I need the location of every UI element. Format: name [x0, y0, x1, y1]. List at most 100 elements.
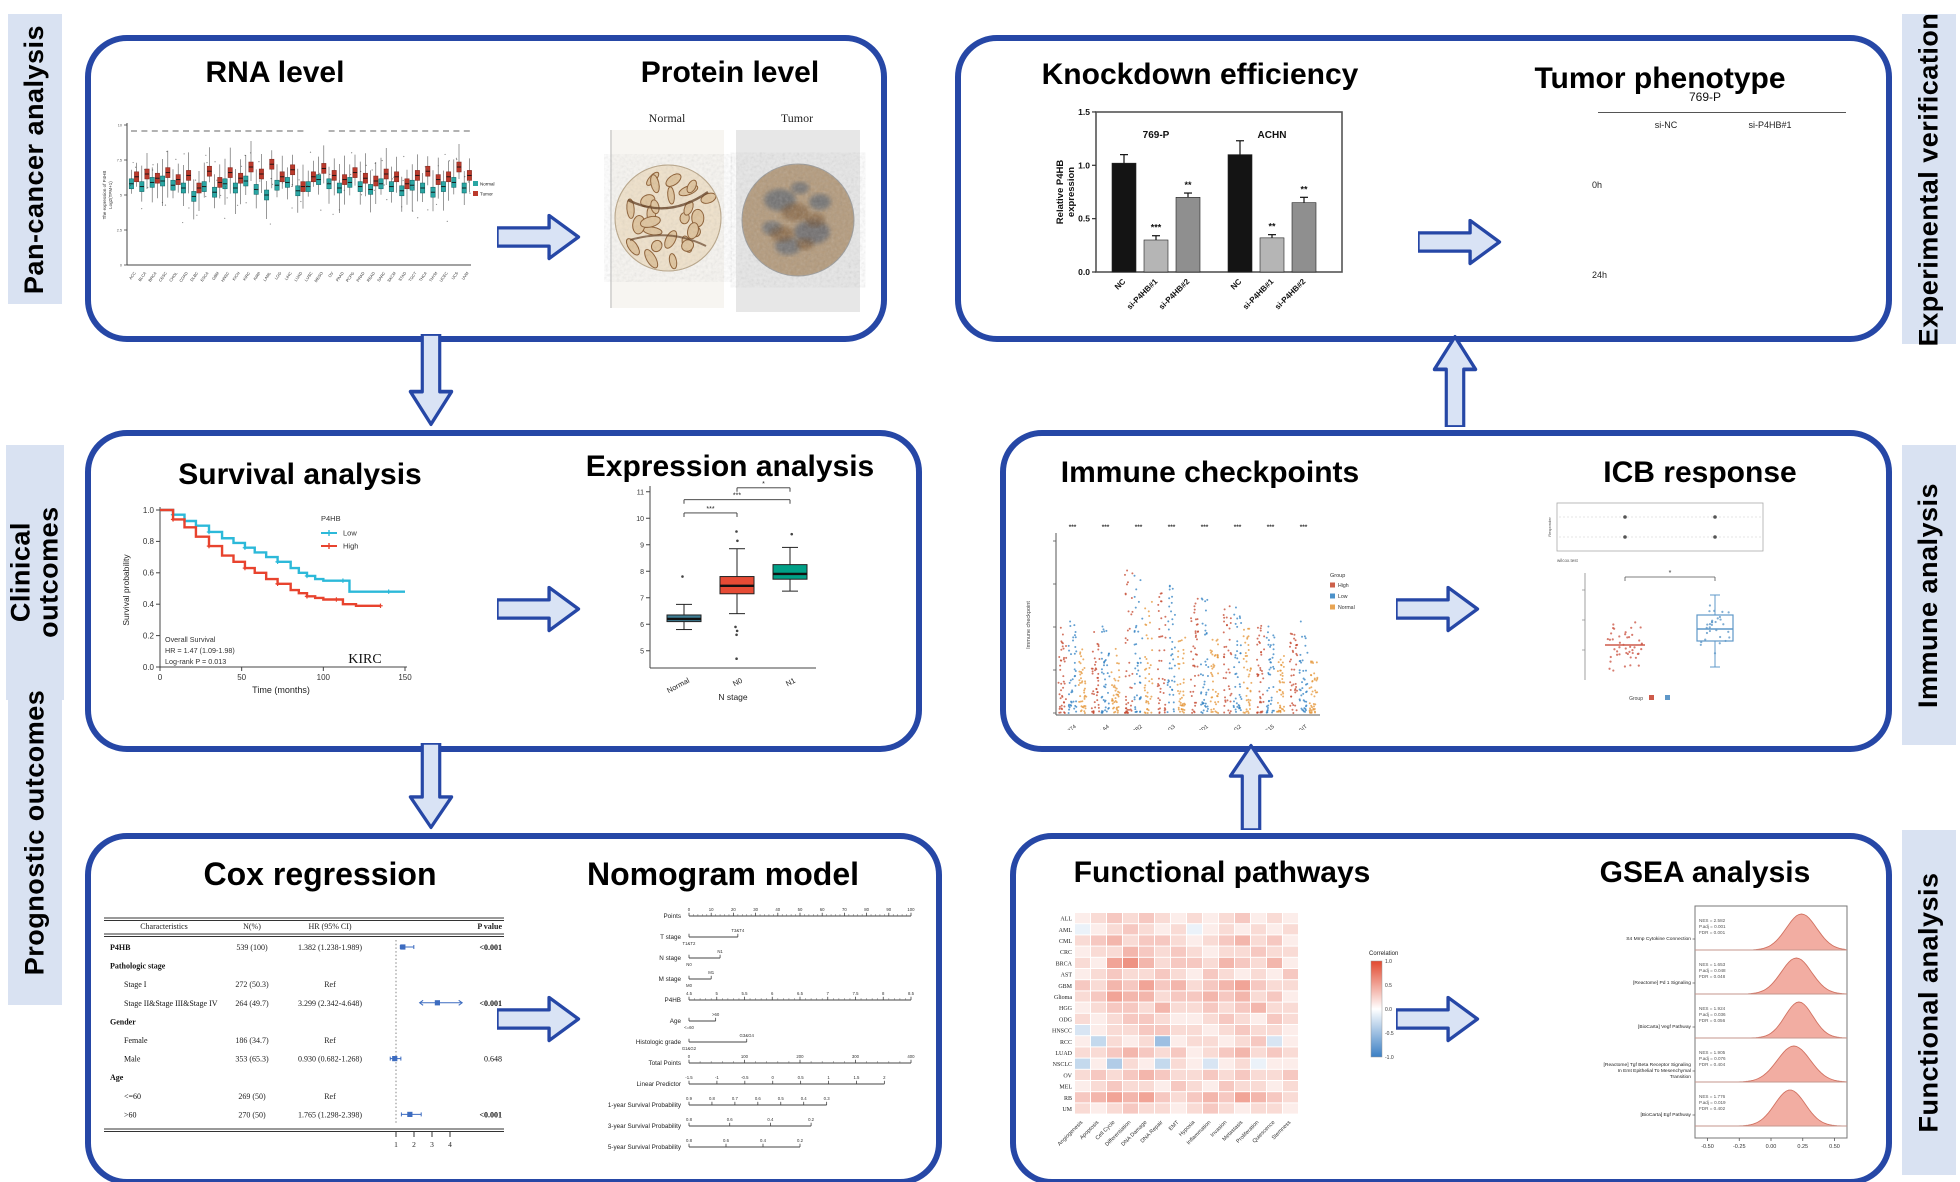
svg-text:*: * — [1669, 570, 1672, 577]
svg-text:P4HB: P4HB — [110, 943, 131, 952]
svg-text:100: 100 — [741, 1054, 749, 1059]
svg-text:7: 7 — [827, 991, 830, 996]
svg-text:ESCA: ESCA — [199, 270, 210, 282]
svg-text:0.2: 0.2 — [808, 1117, 815, 1122]
svg-text:7: 7 — [640, 595, 644, 602]
svg-text:1: 1 — [827, 1075, 830, 1080]
arrow-immune-to-experimental — [1432, 334, 1478, 429]
wound-row-label: 24h — [1592, 270, 1608, 280]
svg-text:-1.0: -1.0 — [1385, 1055, 1394, 1061]
svg-text:LIHC: LIHC — [283, 271, 292, 281]
svg-text:Relative P4HB: Relative P4HB — [1055, 160, 1066, 225]
svg-text:PRAD: PRAD — [355, 271, 366, 283]
svg-text:Tumor: Tumor — [480, 192, 493, 197]
svg-text:UCS: UCS — [450, 270, 459, 280]
svg-text:ACC: ACC — [128, 271, 137, 281]
svg-text:High: High — [343, 542, 358, 551]
svg-text:Transition: Transition — [1670, 1074, 1692, 1080]
svg-text:KIRC: KIRC — [348, 652, 381, 667]
svg-text:PCPG: PCPG — [345, 271, 356, 283]
sidebar-label-immune-analysis: Immune analysis — [1902, 445, 1956, 745]
svg-text:SARC: SARC — [376, 271, 387, 283]
svg-text:LUSC: LUSC — [303, 271, 313, 283]
svg-text:353 (65.3): 353 (65.3) — [235, 1055, 269, 1064]
svg-text:0.5: 0.5 — [778, 1096, 785, 1101]
title-survival-analysis: Survival analysis — [178, 458, 422, 491]
svg-text:KIRC: KIRC — [242, 271, 252, 282]
svg-text:PDCD1: PDCD1 — [1192, 724, 1210, 730]
svg-text:Normal: Normal — [665, 676, 691, 695]
svg-text:THCA: THCA — [418, 270, 429, 282]
svg-text:50: 50 — [798, 907, 803, 912]
svg-text:Stage I: Stage I — [124, 980, 147, 989]
svg-text:6: 6 — [640, 622, 644, 629]
svg-text:0: 0 — [688, 907, 691, 912]
knockdown-bar-chart: 0.0 0.5 1.0 1.5 Relative P4HB expression 769-P… — [1055, 107, 1343, 312]
svg-text:**: ** — [1268, 222, 1276, 232]
svg-text:si-P4HB#2: si-P4HB#2 — [1157, 277, 1192, 312]
svg-text:Immune checkpoint: Immune checkpoint — [1026, 601, 1032, 649]
svg-text:M stage: M stage — [659, 976, 682, 983]
svg-text:Normal: Normal — [1338, 605, 1355, 611]
svg-text:P4HB: P4HB — [665, 997, 681, 1004]
svg-text:N0: N0 — [731, 676, 744, 688]
svg-text:HR = 1.47 (1.09-1.98): HR = 1.47 (1.09-1.98) — [165, 646, 235, 655]
svg-text:wilcox.test: wilcox.test — [1557, 558, 1579, 563]
svg-text:CTLA4: CTLA4 — [1094, 724, 1111, 730]
svg-text:Ref: Ref — [324, 1036, 336, 1045]
svg-text:P.adj = 0.019: P.adj = 0.019 — [1699, 1100, 1726, 1105]
svg-text:0.0: 0.0 — [143, 663, 155, 672]
svg-text:1.5: 1.5 — [853, 1075, 860, 1080]
title-protein-level: Protein level — [640, 56, 820, 89]
svg-text:>60: >60 — [712, 1012, 720, 1017]
svg-text:***: *** — [706, 506, 714, 513]
svg-text:1.5: 1.5 — [1078, 107, 1090, 117]
svg-text:N1: N1 — [717, 949, 723, 954]
svg-text:0.6: 0.6 — [727, 1117, 734, 1122]
svg-text:[Reactome] Pd 1 Signaling: [Reactome] Pd 1 Signaling — [1633, 980, 1691, 986]
svg-text:CHOL: CHOL — [168, 270, 179, 283]
svg-text:5-year Survival Probability: 5-year Survival Probability — [608, 1144, 682, 1151]
svg-text:Female: Female — [124, 1036, 148, 1045]
svg-text:P.adj = 0.076: P.adj = 0.076 — [1699, 1056, 1726, 1061]
svg-text:Male: Male — [124, 1055, 141, 1064]
svg-text:769-P: 769-P — [1143, 130, 1170, 141]
svg-text:si-P4HB#2: si-P4HB#2 — [1273, 277, 1308, 312]
svg-text:N1: N1 — [784, 676, 797, 688]
sidebar-label-clinical-outcomes: Clinical outcomes — [6, 445, 64, 700]
svg-text:Overall Survival: Overall Survival — [165, 635, 216, 644]
svg-text:4: 4 — [448, 1140, 452, 1149]
svg-text:100: 100 — [907, 907, 915, 912]
svg-text:0.3: 0.3 — [824, 1096, 831, 1101]
svg-text:ACHN: ACHN — [1258, 130, 1287, 141]
svg-text:Log2(TPM+1): Log2(TPM+1) — [108, 181, 113, 209]
title-tumor-phenotype: Tumor phenotype — [1534, 62, 1786, 95]
svg-text:P value: P value — [477, 922, 502, 931]
sidebar-label-experimental-verification: Experimental verification — [1902, 12, 1956, 346]
svg-text:9: 9 — [640, 542, 644, 549]
title-icb-response: ICB response — [1603, 456, 1797, 489]
svg-text:AML: AML — [1059, 928, 1073, 934]
svg-text:150: 150 — [398, 673, 412, 682]
svg-text:M0: M0 — [686, 983, 693, 988]
svg-text:LGG: LGG — [273, 271, 282, 281]
svg-text:***: *** — [1267, 524, 1275, 531]
svg-text:N stage: N stage — [659, 955, 681, 962]
svg-text:P4HB: P4HB — [321, 514, 341, 523]
arrow-pan-cancer-to-clinical — [408, 332, 454, 427]
svg-text:0: 0 — [772, 1075, 775, 1080]
svg-text:**: ** — [1300, 184, 1308, 194]
svg-text:Histologic grade: Histologic grade — [636, 1039, 682, 1046]
svg-text:0.4: 0.4 — [760, 1138, 767, 1143]
svg-text:0.6: 0.6 — [755, 1096, 762, 1101]
svg-text:0: 0 — [688, 1054, 691, 1059]
svg-text:P.adj = 0.036: P.adj = 0.036 — [1699, 1012, 1726, 1017]
svg-text:<0.001: <0.001 — [479, 999, 502, 1008]
svg-text:0: 0 — [120, 263, 122, 267]
svg-text:Pathologic stage: Pathologic stage — [110, 962, 166, 971]
svg-text:3.299 (2.342-4.648): 3.299 (2.342-4.648) — [298, 999, 362, 1008]
svg-text:PAAD: PAAD — [335, 271, 345, 283]
svg-text:Log-rank P = 0.013: Log-rank P = 0.013 — [165, 657, 226, 666]
